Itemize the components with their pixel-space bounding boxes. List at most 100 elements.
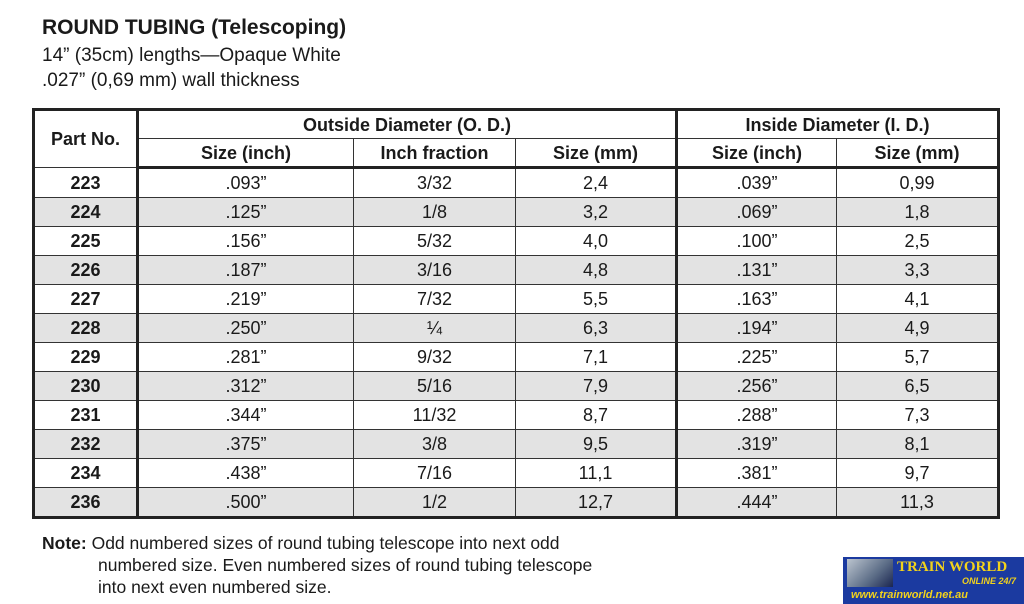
table-cell: 7/16 <box>353 458 516 488</box>
table-cell: .131” <box>675 255 837 285</box>
table-cell: 4,0 <box>515 226 677 256</box>
table-cell: 7/32 <box>353 284 516 314</box>
table-row: 223.093” 3/32 2,4.039” 0,99 <box>33 167 999 198</box>
page-title: ROUND TUBING (Telescoping) <box>42 16 347 39</box>
table-cell: 6,3 <box>515 313 677 343</box>
table-cell: 9/32 <box>353 342 516 372</box>
table-cell: 5/32 <box>353 226 516 256</box>
table-cell: .125” <box>137 197 354 227</box>
table-cell: 11/32 <box>353 400 516 430</box>
part-number-cell: 230 <box>33 371 139 401</box>
locomotive-image <box>847 559 893 587</box>
column-header: Size (mm) <box>836 138 999 169</box>
column-header: Size (inch) <box>137 138 354 169</box>
table-cell: .093” <box>137 167 354 198</box>
table-cell: 7,1 <box>515 342 677 372</box>
table-cell: 9,5 <box>515 429 677 459</box>
od-header: Outside Diameter (O. D.) <box>137 109 677 139</box>
table-cell: 5,7 <box>836 342 999 372</box>
table-cell: 8,1 <box>836 429 999 459</box>
table-cell: .039” <box>675 167 837 198</box>
part-number-cell: 236 <box>33 487 139 518</box>
table-cell: .100” <box>675 226 837 256</box>
table-row: 228.250” ¼ 6,3.194” 4,9 <box>33 313 999 343</box>
table-cell: 3,2 <box>515 197 677 227</box>
table-cell: 7,9 <box>515 371 677 401</box>
part-number-cell: 223 <box>33 167 139 198</box>
table-row: 229.281” 9/32 7,1.225” 5,7 <box>33 342 999 372</box>
table-cell: 3/32 <box>353 167 516 198</box>
table-cell: 1,8 <box>836 197 999 227</box>
table-cell: 1/2 <box>353 487 516 518</box>
table-cell: .281” <box>137 342 354 372</box>
table-cell: .444” <box>675 487 837 518</box>
table-cell: 4,8 <box>515 255 677 285</box>
table-row: 227.219” 7/32 5,5.163” 4,1 <box>33 284 999 314</box>
table-cell: .375” <box>137 429 354 459</box>
table-cell: 12,7 <box>515 487 677 518</box>
table-cell: 5/16 <box>353 371 516 401</box>
logo-tag: ONLINE 24/7 <box>961 576 1016 586</box>
table-cell: .438” <box>137 458 354 488</box>
logo-url: www.trainworld.net.au <box>851 589 968 601</box>
table-cell: .219” <box>137 284 354 314</box>
note: Note: Odd numbered sizes of round tubing… <box>42 532 592 598</box>
table-row: 230.312” 5/16 7,9.256” 6,5 <box>33 371 999 401</box>
table-row: 224.125” 1/8 3,2.069” 1,8 <box>33 197 999 227</box>
table-cell: .187” <box>137 255 354 285</box>
table-row: 234.438” 7/16 11,1.381” 9,7 <box>33 458 999 488</box>
trainworld-logo: TRAIN WORLD ONLINE 24/7 www.trainworld.n… <box>843 557 1024 604</box>
note-line: numbered size. Even numbered sizes of ro… <box>98 555 593 575</box>
table-cell: .069” <box>675 197 837 227</box>
subtitle-length: 14” (35cm) lengths—Opaque White <box>42 45 341 66</box>
table-cell: 2,5 <box>836 226 999 256</box>
table-cell: 6,5 <box>836 371 999 401</box>
table-cell: .156” <box>137 226 354 256</box>
table-cell: 4,9 <box>836 313 999 343</box>
part-no-header: Part No. <box>33 109 139 168</box>
column-header: Inch fraction <box>353 138 516 169</box>
table-cell: ¼ <box>353 313 516 343</box>
part-number-cell: 224 <box>33 197 139 227</box>
logo-name: TRAIN WORLD <box>897 559 1008 575</box>
part-number-cell: 227 <box>33 284 139 314</box>
note-label: Note: <box>42 533 87 553</box>
id-header: Inside Diameter (I. D.) <box>675 109 999 139</box>
table-cell: .288” <box>675 400 837 430</box>
table-row: 236.500” 1/2 12,7.444” 11,3 <box>33 487 999 518</box>
part-number-cell: 232 <box>33 429 139 459</box>
table-cell: .163” <box>675 284 837 314</box>
table-cell: .500” <box>137 487 354 518</box>
table-cell: 1/8 <box>353 197 516 227</box>
part-number-cell: 229 <box>33 342 139 372</box>
part-number-cell: 225 <box>33 226 139 256</box>
table-cell: 2,4 <box>515 167 677 198</box>
table-cell: 3,3 <box>836 255 999 285</box>
table-cell: 5,5 <box>515 284 677 314</box>
table-cell: 8,7 <box>515 400 677 430</box>
table-cell: .344” <box>137 400 354 430</box>
table-cell: 11,1 <box>515 458 677 488</box>
part-number-cell: 226 <box>33 255 139 285</box>
table-cell: .250” <box>137 313 354 343</box>
table-row: 232.375” 3/8 9,5.319” 8,1 <box>33 429 999 459</box>
column-header: Size (mm) <box>515 138 677 169</box>
table-cell: 3/8 <box>353 429 516 459</box>
column-header: Size (inch) <box>675 138 837 169</box>
note-line: Odd numbered sizes of round tubing teles… <box>86 533 560 553</box>
table-cell: .381” <box>675 458 837 488</box>
table-cell: .225” <box>675 342 837 372</box>
subtitle-wall: .027” (0,69 mm) wall thickness <box>42 70 300 91</box>
table-cell: .319” <box>675 429 837 459</box>
table-cell: 4,1 <box>836 284 999 314</box>
table-cell: 9,7 <box>836 458 999 488</box>
table-cell: .256” <box>675 371 837 401</box>
table-cell: 0,99 <box>836 167 999 198</box>
table-row: 225.156” 5/32 4,0.100” 2,5 <box>33 226 999 256</box>
table-cell: 11,3 <box>836 487 999 518</box>
table-cell: .312” <box>137 371 354 401</box>
tubing-table: Part No. Outside Diameter (O. D.) Inside… <box>32 108 1000 519</box>
table-cell: .194” <box>675 313 837 343</box>
table-cell: 3/16 <box>353 255 516 285</box>
part-number-cell: 231 <box>33 400 139 430</box>
